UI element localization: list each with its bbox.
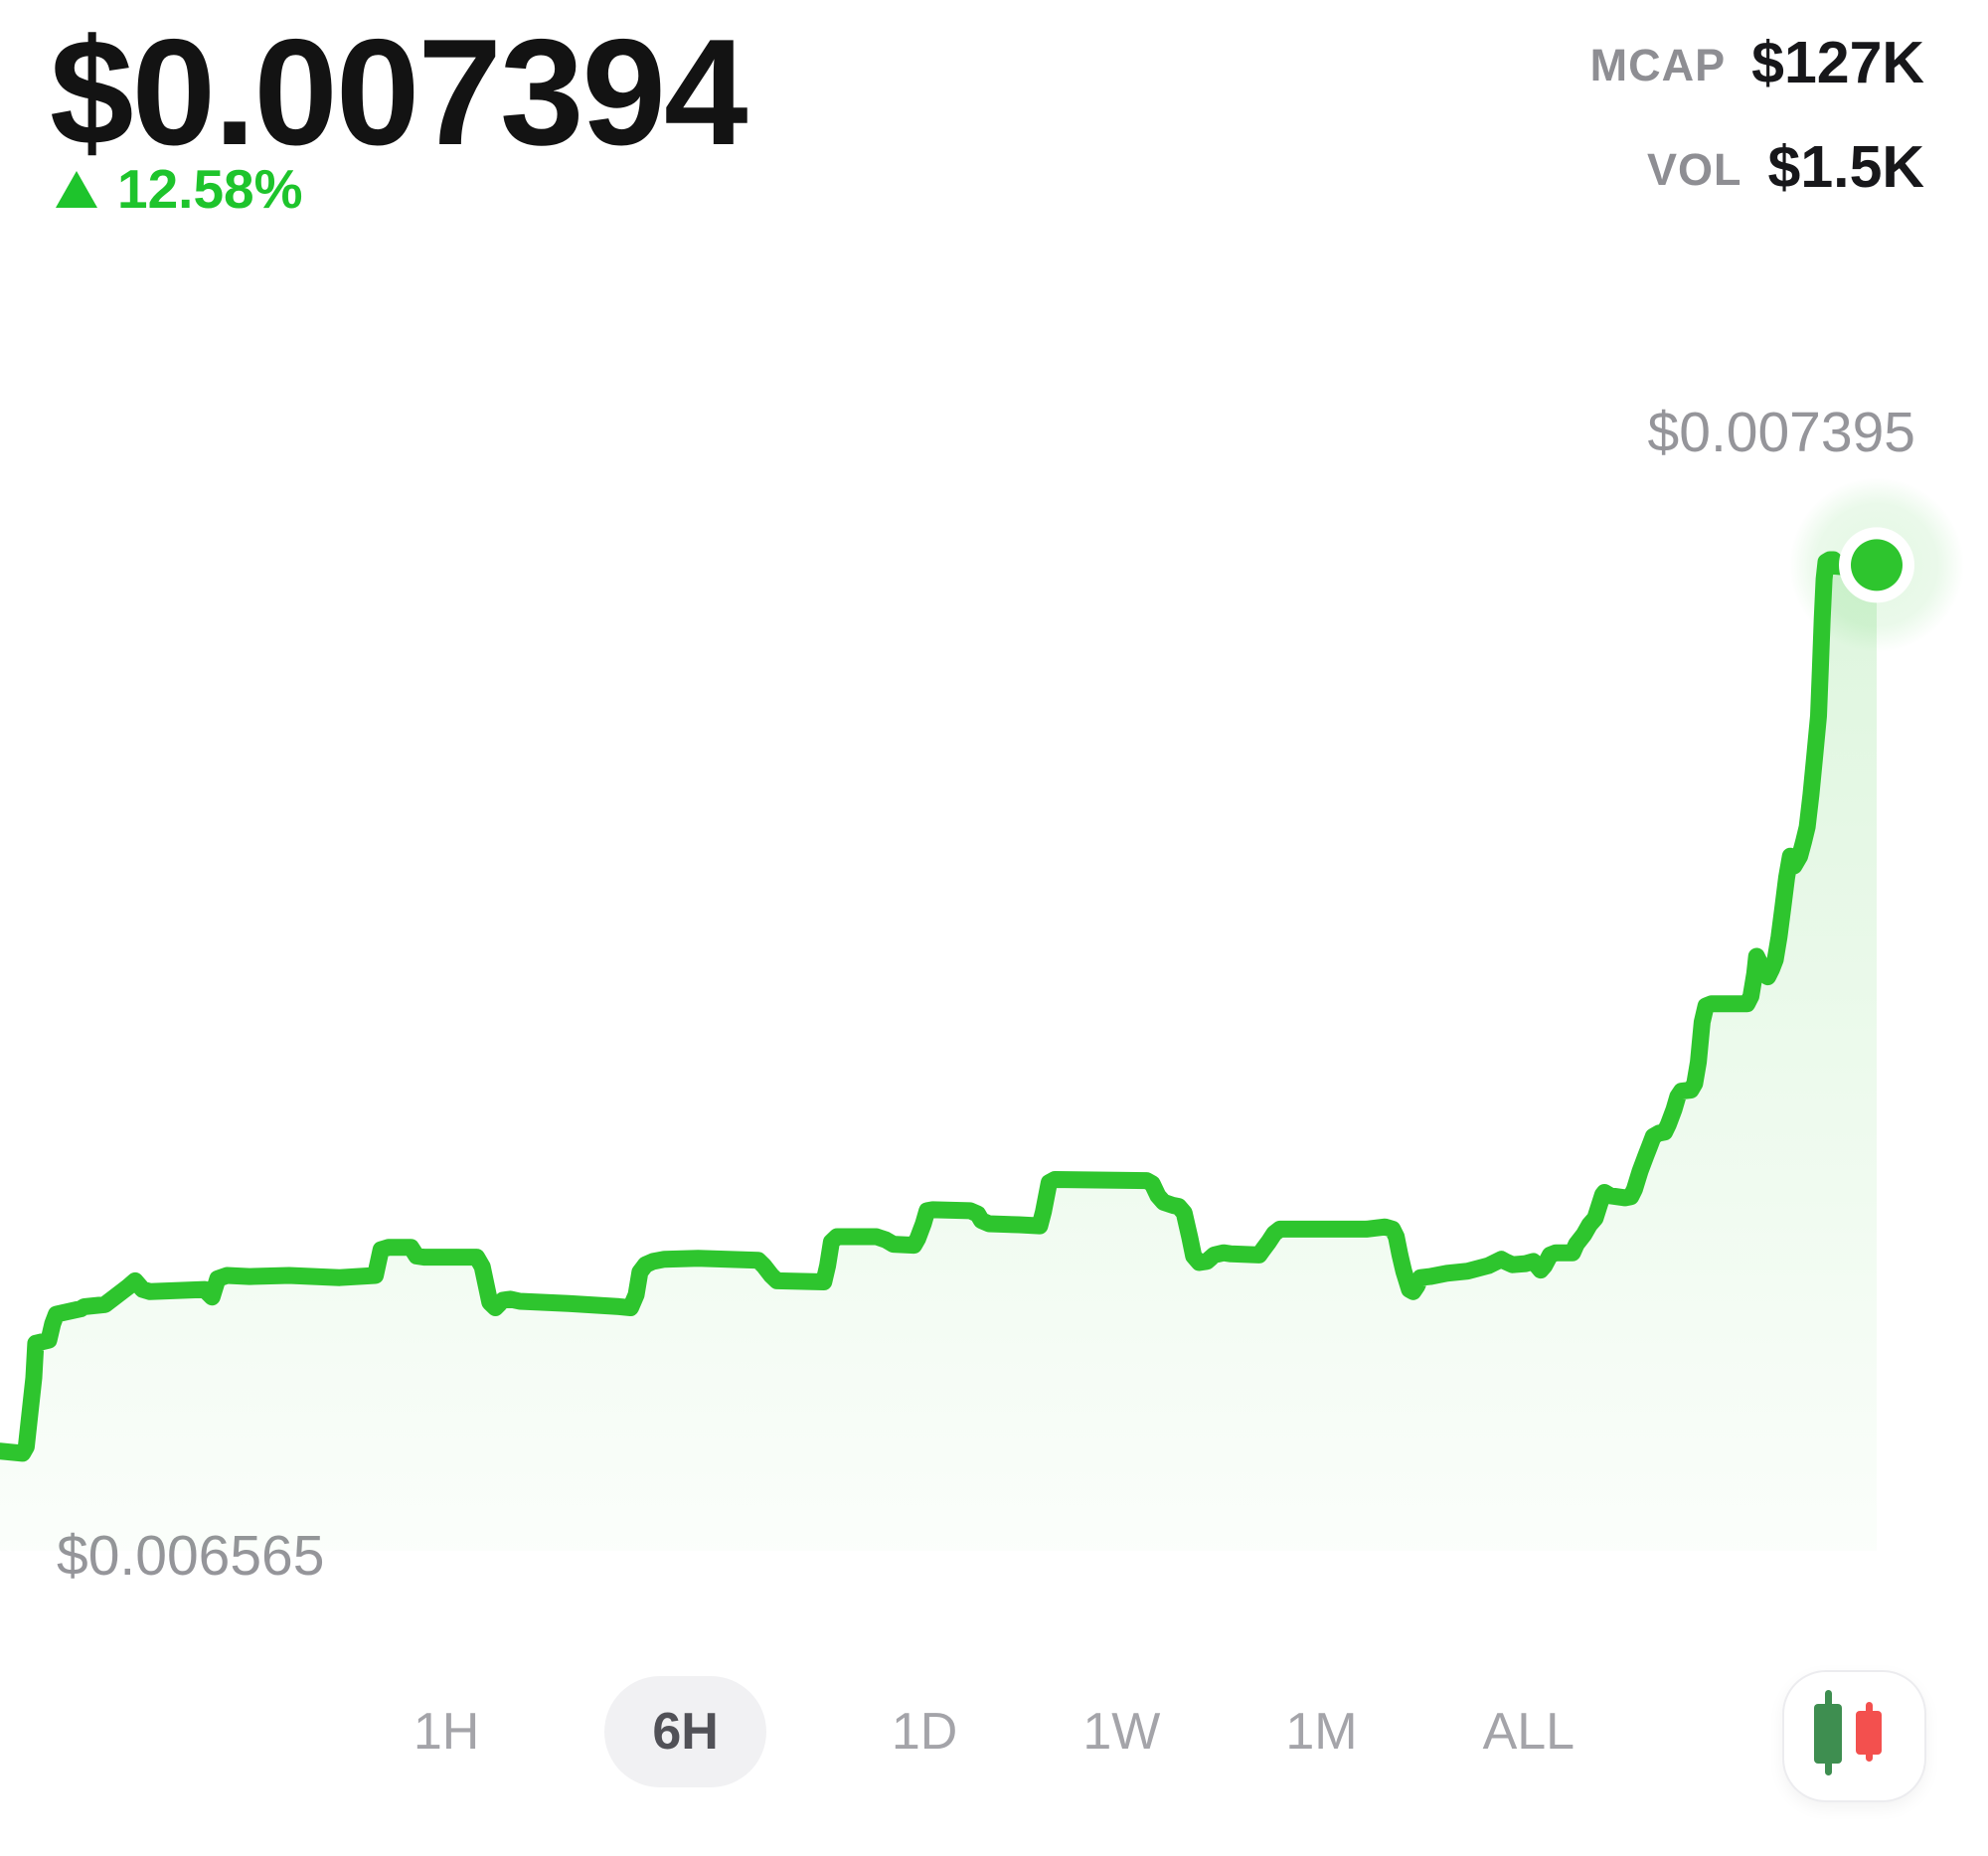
vol-label: VOL <box>1647 144 1742 195</box>
tab-all[interactable]: ALL <box>1482 1703 1575 1761</box>
current-price: $0.007394 <box>50 8 748 177</box>
price-line <box>0 551 1886 1462</box>
tab-6h[interactable]: 6H <box>604 1676 766 1787</box>
chart-high-price-label: $0.007395 <box>1647 401 1915 464</box>
candlestick-icon <box>1814 1690 1842 1775</box>
mcap-value: $127K <box>1751 30 1924 95</box>
tab-1m[interactable]: 1M <box>1285 1703 1358 1761</box>
candle-down-icon <box>1856 1702 1882 1762</box>
tab-1d[interactable]: 1D <box>891 1703 958 1761</box>
vol-value: $1.5K <box>1767 134 1924 200</box>
mcap-label: MCAP <box>1589 40 1727 90</box>
candle-down-body <box>1856 1711 1882 1755</box>
token-stats: MCAP $127K VOL $1.5K <box>1590 34 1924 197</box>
mcap-row: MCAP $127K <box>1590 34 1924 92</box>
tab-1h[interactable]: 1H <box>413 1703 480 1761</box>
vol-row: VOL $1.5K <box>1590 138 1924 197</box>
change-percent: 12.58% <box>117 158 303 220</box>
timeframe-tabs: 1H 6H 1D 1W 1M ALL <box>0 1676 1988 1787</box>
candlestick-chart-toggle-button[interactable] <box>1782 1670 1926 1802</box>
price-change: 12.58% <box>56 157 303 221</box>
candle-up-body <box>1814 1704 1842 1764</box>
area-fill <box>0 560 1877 1551</box>
tab-1w[interactable]: 1W <box>1082 1703 1161 1761</box>
last-point-dot <box>1851 539 1903 591</box>
up-triangle-icon <box>56 170 97 208</box>
price-chart[interactable] <box>0 427 1988 1670</box>
